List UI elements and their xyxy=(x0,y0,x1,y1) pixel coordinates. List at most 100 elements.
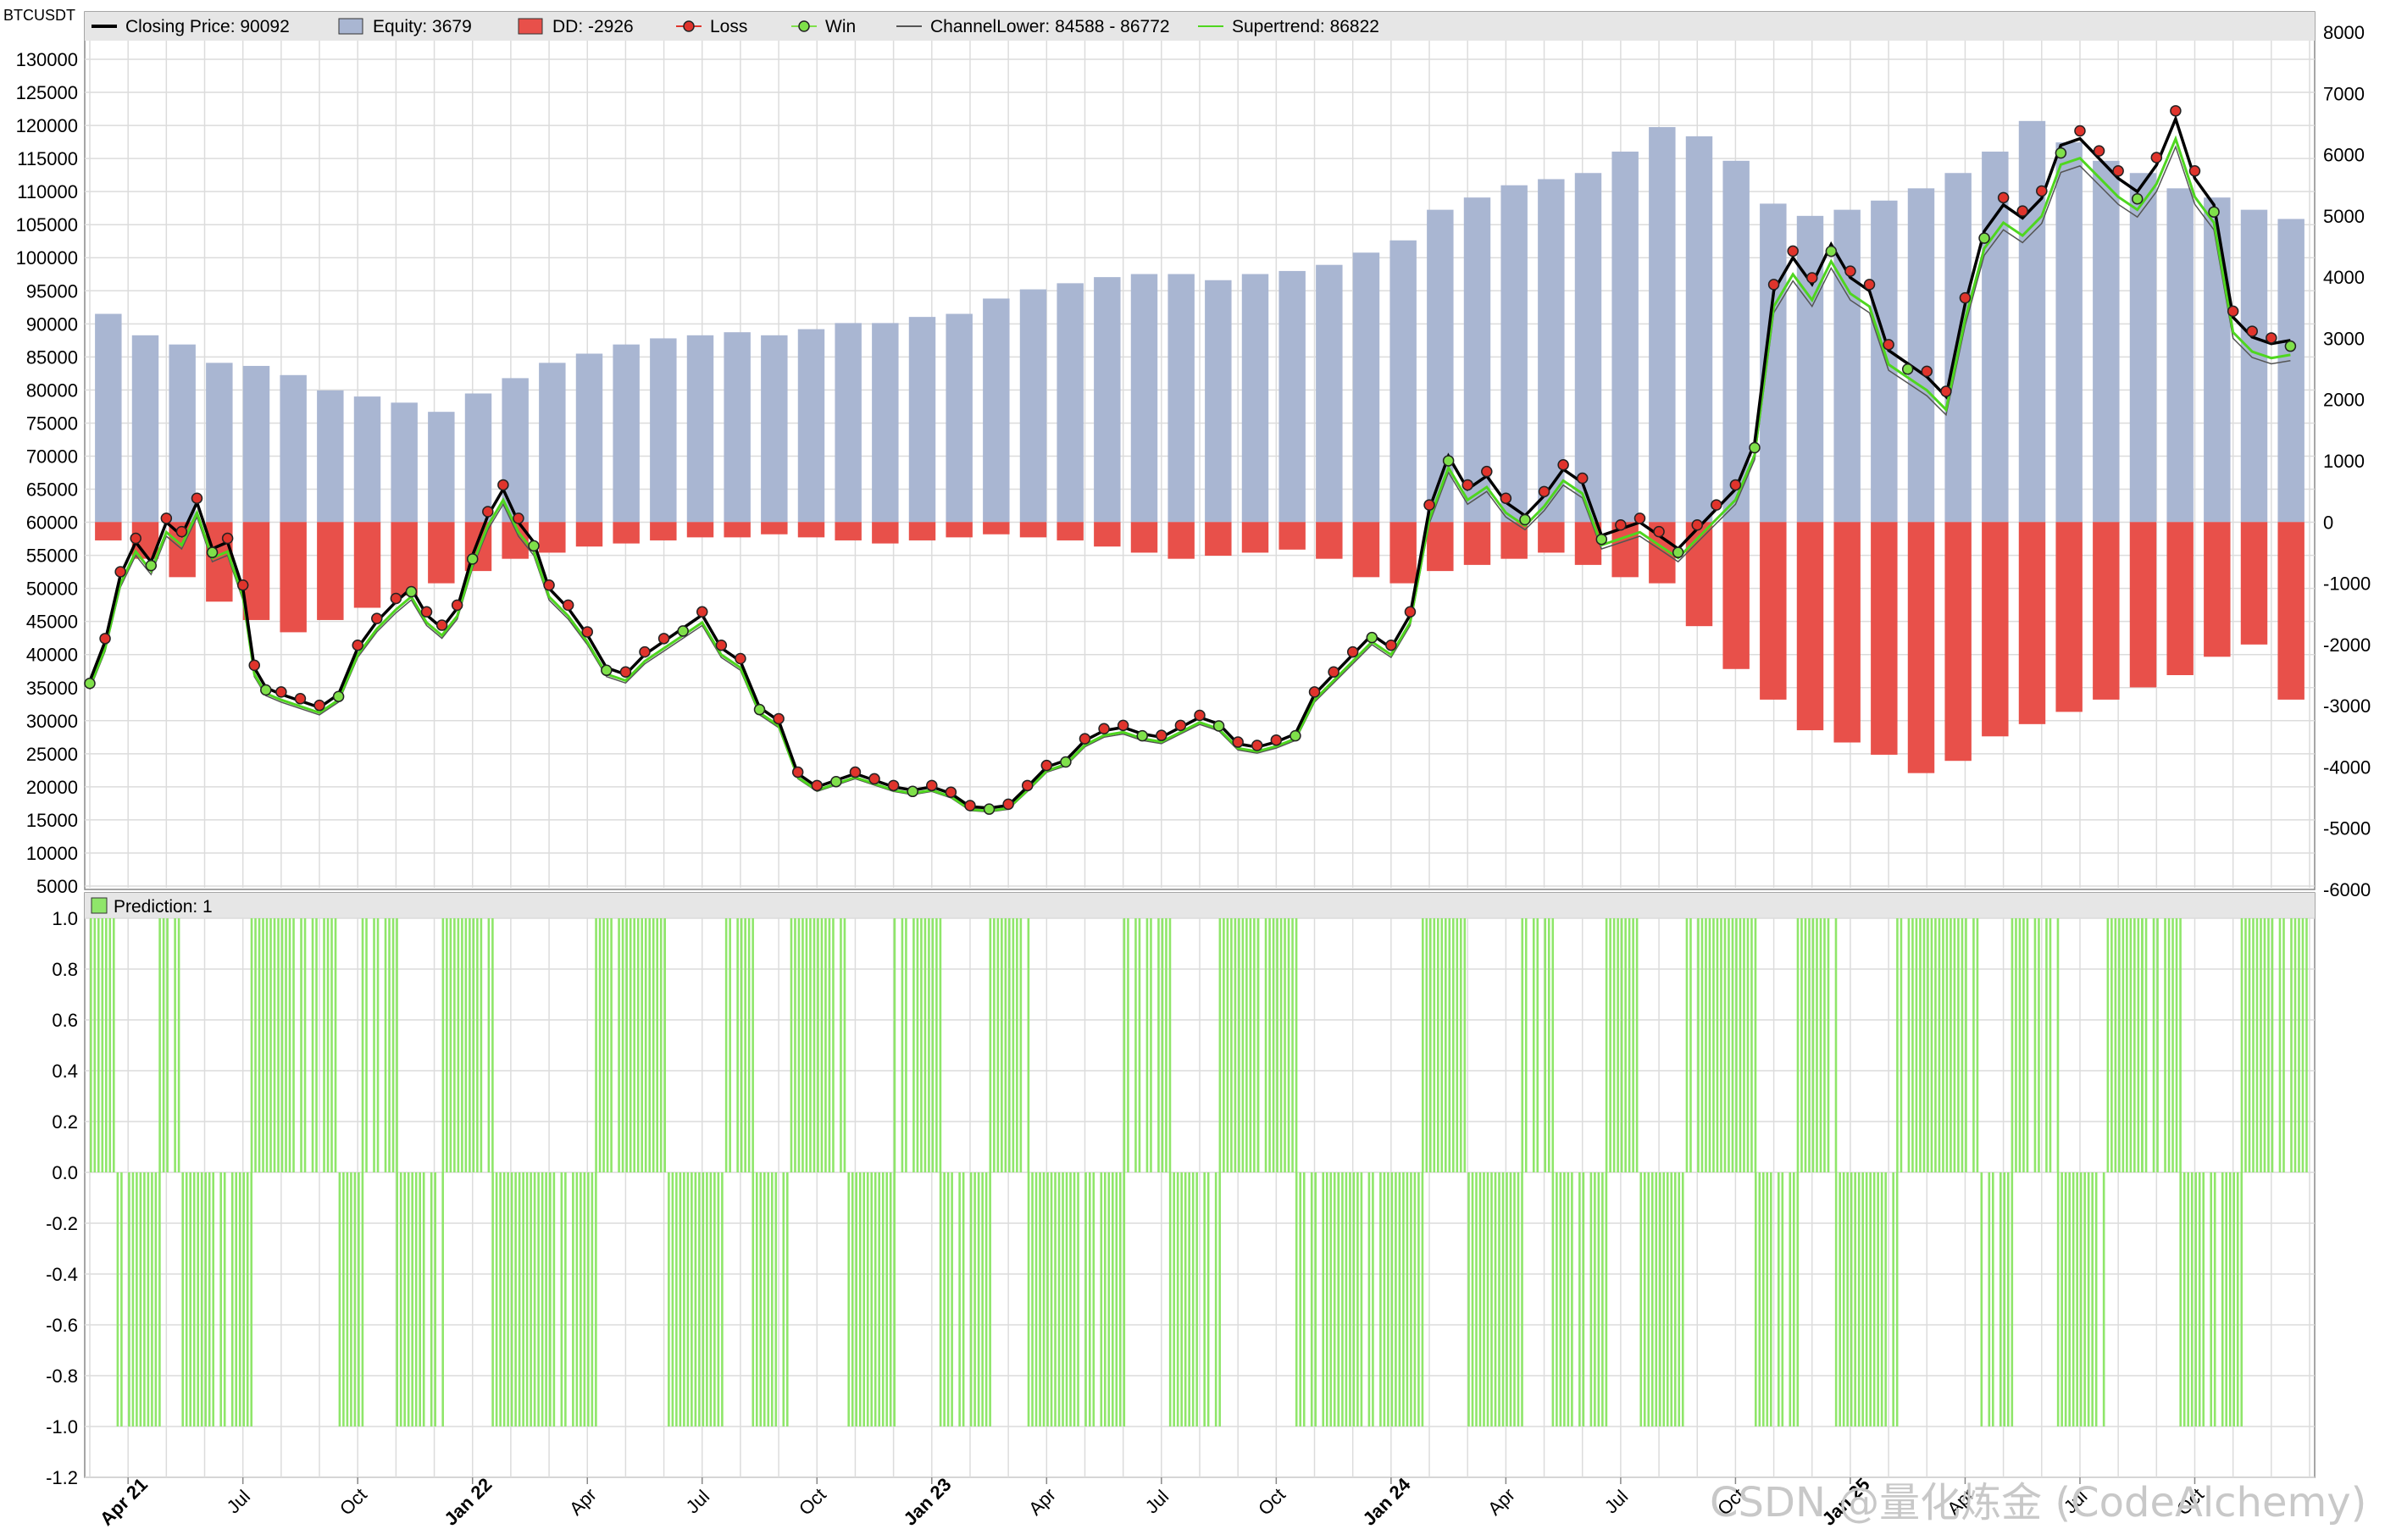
loss-marker xyxy=(1232,736,1244,748)
prediction-bar xyxy=(1781,1172,1784,1426)
drawdown-bar xyxy=(1722,522,1750,669)
prediction-bar xyxy=(1605,918,1608,1172)
prediction-bar xyxy=(1241,918,1245,1172)
loss-marker xyxy=(160,512,173,524)
price-tick-label: 90000 xyxy=(26,313,78,335)
loss-marker xyxy=(639,645,651,658)
equity-bar xyxy=(2093,160,2120,523)
prediction-bar xyxy=(1620,918,1623,1172)
price-tick-label: 120000 xyxy=(16,115,78,136)
prediction-bar xyxy=(1804,918,1807,1172)
loss-marker xyxy=(2150,152,2163,163)
prediction-bar xyxy=(1161,918,1164,1172)
prediction-bar xyxy=(2141,918,2144,1172)
prediction-bar xyxy=(951,1172,953,1426)
prediction-bar xyxy=(136,1172,138,1426)
equity-bar xyxy=(1722,160,1750,523)
price-tick-label: 10000 xyxy=(26,843,78,864)
prediction-bar xyxy=(1658,1172,1661,1426)
prediction-bar xyxy=(652,918,655,1172)
prediction-bar xyxy=(1589,1172,1593,1426)
loss-marker xyxy=(1404,606,1417,618)
loss-marker xyxy=(1615,519,1627,531)
prediction-bar xyxy=(1218,918,1222,1172)
prediction-bar xyxy=(805,918,808,1172)
price-tick-label: 55000 xyxy=(26,546,78,567)
drawdown-bar xyxy=(1019,522,1047,538)
prediction-bar xyxy=(797,918,801,1172)
prediction-bar xyxy=(1356,1172,1359,1426)
prediction-bar xyxy=(441,918,445,1172)
loss-marker xyxy=(1538,485,1550,498)
prediction-bar xyxy=(1850,1172,1853,1426)
prediction-bar xyxy=(1127,918,1129,1172)
prediction-bar xyxy=(181,1172,185,1426)
prediction-bar xyxy=(262,918,264,1172)
prediction-bar xyxy=(238,1172,241,1426)
prediction-bar xyxy=(1191,1172,1195,1426)
prediction-bar xyxy=(1884,1172,1887,1426)
prediction-bar xyxy=(1532,918,1535,1172)
prediction-bar xyxy=(1578,1172,1581,1426)
loss-marker xyxy=(1346,645,1359,658)
prediction-bar xyxy=(1349,1172,1351,1426)
prediction-bar xyxy=(2038,918,2040,1172)
prediction-bar xyxy=(901,918,904,1172)
prediction-bar xyxy=(1494,1172,1497,1426)
prediction-bar xyxy=(1919,918,1922,1172)
drawdown-bar xyxy=(539,522,566,553)
drawdown-bar xyxy=(1944,522,1972,762)
prediction-bar xyxy=(139,1172,142,1426)
prediction-bar xyxy=(280,918,284,1172)
equity-bar xyxy=(1574,173,1602,523)
win-marker xyxy=(260,684,272,696)
prediction-bar xyxy=(93,918,97,1172)
prediction-bar xyxy=(350,1172,352,1426)
equity-bar xyxy=(2055,142,2083,523)
prediction-bar xyxy=(361,918,364,1172)
prediction-bar xyxy=(143,1172,146,1426)
price-tick-label: 110000 xyxy=(17,181,78,202)
prediction-bar xyxy=(1230,918,1233,1172)
prediction-bar xyxy=(197,1172,200,1426)
equity-bar xyxy=(1130,274,1158,523)
prediction-bar xyxy=(1762,1172,1765,1426)
legend-label: Supertrend: 86822 xyxy=(1232,17,1379,36)
legend-box-swatch xyxy=(518,18,543,35)
prediction-bar xyxy=(2263,918,2266,1172)
prediction-bar xyxy=(1238,918,1240,1172)
prediction-bar xyxy=(958,1172,961,1426)
prediction-bar xyxy=(866,1172,869,1426)
prediction-bar xyxy=(874,1172,877,1426)
prediction-bar xyxy=(564,1172,567,1426)
prediction-bar xyxy=(1490,1172,1493,1426)
price-legend: Closing Price: 90092 Equity: 3679 DD: -292… xyxy=(92,17,1379,36)
prediction-bar xyxy=(177,918,180,1172)
win-marker xyxy=(206,546,219,558)
prediction-bar xyxy=(981,1172,984,1426)
prediction-bar xyxy=(1950,918,1952,1172)
prediction-bar xyxy=(691,1172,693,1426)
loss-marker xyxy=(1385,639,1397,651)
equity-tick-label: 0 xyxy=(2323,512,2333,533)
prediction-bar xyxy=(1639,1172,1643,1426)
prediction-tick-label: -0.2 xyxy=(46,1213,78,1234)
win-marker xyxy=(1978,232,1990,244)
prediction-tick-label: 0.6 xyxy=(52,1010,78,1031)
loss-marker xyxy=(275,686,287,698)
prediction-bar xyxy=(2045,918,2048,1172)
prediction-bar xyxy=(2190,1172,2194,1426)
prediction-bar xyxy=(1452,918,1455,1172)
prediction-bar xyxy=(1735,918,1738,1172)
prediction-bar xyxy=(1716,918,1719,1172)
win-marker xyxy=(145,559,158,572)
win-marker xyxy=(677,625,689,637)
prediction-legend-label: Prediction: 1 xyxy=(114,897,213,917)
drawdown-bar xyxy=(242,522,270,620)
legend-label: Loss xyxy=(710,17,747,36)
drawdown-bar xyxy=(353,522,381,608)
prediction-bar xyxy=(491,918,494,1172)
prediction-bar xyxy=(1961,918,1964,1172)
loss-marker xyxy=(294,693,307,705)
loss-marker xyxy=(562,599,574,612)
